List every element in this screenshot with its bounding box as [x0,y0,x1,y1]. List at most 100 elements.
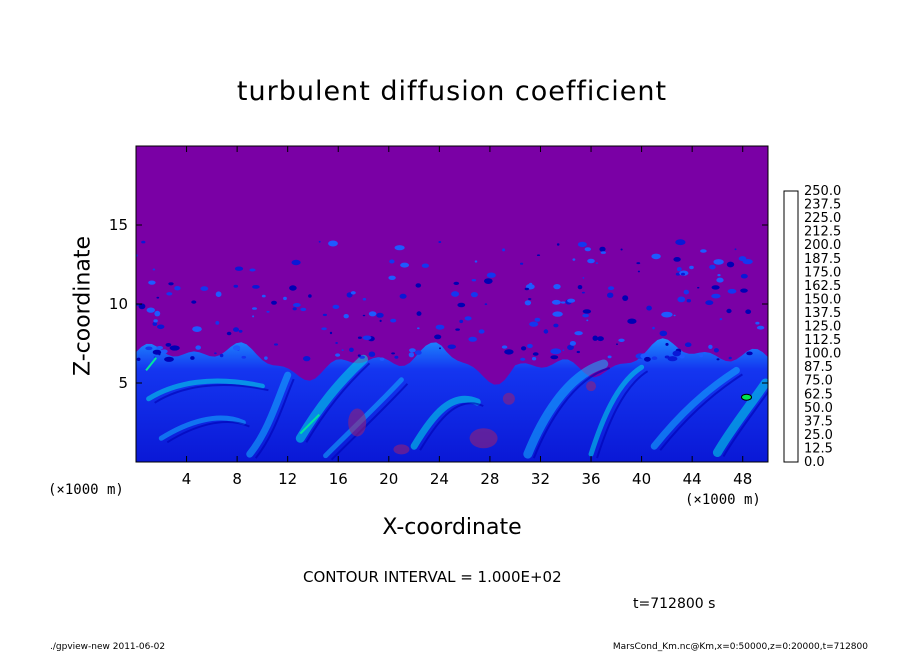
eddy-blob [478,329,485,334]
plume-shadow [330,383,409,461]
x-tick-label: 16 [329,470,348,488]
eddy-blob [577,285,583,290]
hotspot-streak [299,413,320,435]
colorbar-label: 187.5 [804,252,841,267]
x-tick-label: 44 [683,470,702,488]
eddy-blob [586,319,589,322]
eddy-blob [335,353,341,357]
eddy-blob [232,345,241,351]
colorbar-label: 150.0 [804,292,841,307]
eddy-blob [165,343,172,347]
eddy-blob [652,326,655,330]
eddy-blob [249,268,256,272]
eddy-blob [252,315,255,318]
contour-interval: CONTOUR INTERVAL = 1.000E+02 [303,568,562,586]
low-value-pocket [502,392,515,405]
eddy-blob [439,347,441,350]
eddy-blob [234,266,244,271]
eddy-blob [261,294,266,298]
eddy-blob [599,246,606,252]
eddy-blob [734,248,737,251]
eddy-blob [328,240,338,247]
eddy-blob [400,262,409,268]
eddy-blob [434,334,442,340]
plume-shadow [532,367,610,459]
eddy-blob [145,346,153,351]
eddy-blob [368,311,377,317]
eddy-blob [521,346,527,351]
eddy-blob [581,291,585,294]
eddy-blob [716,277,724,283]
eddy-blob [665,342,669,346]
eddy-blob [740,273,748,279]
eddy-blob [620,248,623,251]
eddy-blob [595,262,599,264]
eddy-blob [416,327,420,330]
eddy-blob [168,282,174,286]
eddy-blob [274,343,278,346]
eddy-blob [534,317,541,322]
eddy-blob [359,355,365,359]
plume-streak [712,378,768,458]
plume-streak [410,395,481,450]
eddy-blob [727,288,737,294]
plume-shadow [659,373,743,451]
eddy-blob [379,357,385,361]
eddy-blob [713,348,719,353]
eddy-blob [214,352,217,355]
eddy-blob [389,259,395,264]
eddy-blob [219,353,224,358]
x-tick-label: 4 [182,470,192,488]
eddy-blob [675,272,681,276]
colorbar-label: 212.5 [804,225,841,240]
eddy-blob [457,302,466,308]
eddy-blob [471,279,477,282]
eddy-blob [148,280,156,285]
eddy-blob [362,297,367,301]
eddy-blob [379,319,382,322]
eddy-blob [616,343,618,346]
plume-streak [246,371,292,458]
eddy-blob [677,296,686,303]
eddy-blob [484,303,488,306]
x-tick-label: 20 [379,470,398,488]
eddy-blob [195,345,201,350]
eddy-blob [455,328,460,331]
eddy-blob [520,262,524,265]
eddy-blob [543,329,549,334]
eddy-blob [608,286,615,291]
eddy-blob [451,291,460,297]
eddy-blob [238,329,243,333]
hotspot-streak [145,357,158,371]
eddy-blob [708,344,713,349]
eddy-blob [556,243,560,246]
eddy-blob [291,259,301,266]
eddy-blob [705,300,714,306]
eddy-blob [550,348,562,355]
eddy-blob [343,314,349,319]
eddy-blob [679,354,685,359]
eddy-blob [335,342,338,344]
eddy-blob [192,326,202,332]
x-tick-label: 24 [430,470,449,488]
plume-shadow [419,402,484,451]
eddy-blob [293,303,301,307]
eddy-blob [226,331,232,336]
eddy-blob [577,241,587,248]
eddy-blob [637,270,641,273]
eddy-blob [582,313,589,318]
eddy-blob [322,313,327,317]
eddy-blob [592,335,598,341]
eddy-blob [607,355,612,359]
eddy-blob [414,350,422,355]
eddy-blob [152,321,158,326]
eddy-blob [146,307,155,313]
plume-shadow [166,421,250,444]
eddy-blob [659,330,668,337]
eddy-blob [740,288,748,293]
x-unit-right: (×1000 m) [685,492,761,508]
eddy-blob [755,321,760,325]
eddy-blob [574,331,583,336]
eddy-blob [349,347,354,352]
